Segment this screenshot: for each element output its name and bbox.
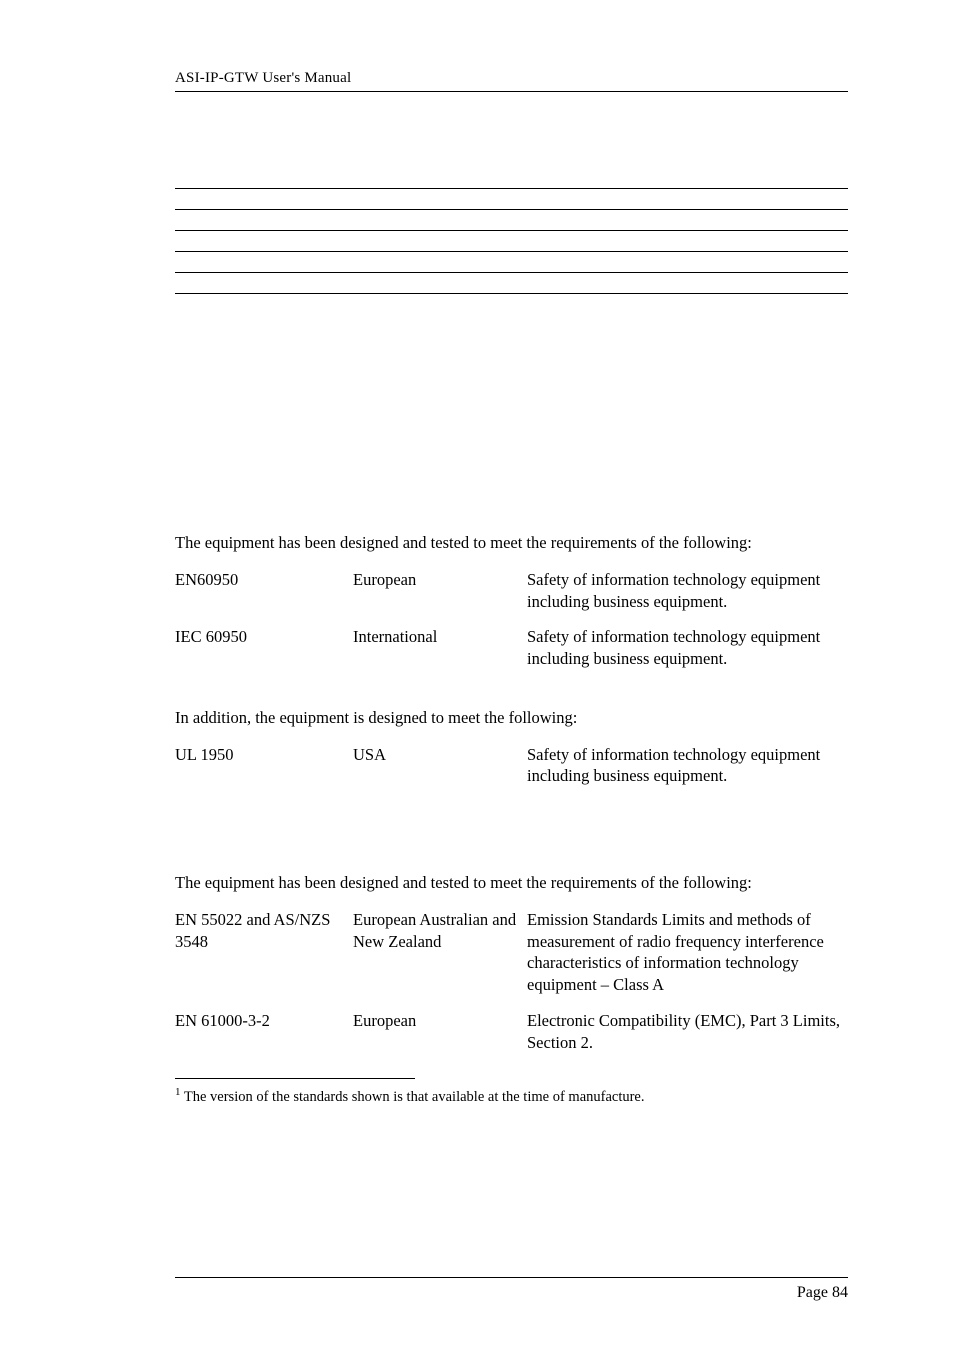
blank-rule: [175, 209, 848, 210]
blank-rule: [175, 188, 848, 189]
emc-intro: The equipment has been designed and test…: [175, 872, 848, 894]
standard-code: IEC 60950: [175, 619, 353, 677]
table-row: EN 61000-3-2 European Electronic Compati…: [175, 1003, 848, 1061]
standard-desc: Safety of information technology equipme…: [527, 562, 848, 620]
standard-region: International: [353, 619, 527, 677]
table-row: EN60950 European Safety of information t…: [175, 562, 848, 620]
safety-intro: The equipment has been designed and test…: [175, 532, 848, 554]
blank-rule: [175, 230, 848, 231]
table-row: IEC 60950 International Safety of inform…: [175, 619, 848, 677]
standard-region: European Australian and New Zealand: [353, 902, 527, 1003]
standard-code: EN60950: [175, 562, 353, 620]
blank-rule: [175, 293, 848, 294]
standard-code: EN 55022 and AS/NZS 3548: [175, 902, 353, 1003]
running-header: ASI-IP-GTW User's Manual: [175, 70, 848, 87]
page: ASI-IP-GTW User's Manual The equipment h…: [0, 0, 954, 1350]
header-rule: [175, 91, 848, 92]
table-row: EN 55022 and AS/NZS 3548 European Austra…: [175, 902, 848, 1003]
standard-code: UL 1950: [175, 737, 353, 795]
standard-region: European: [353, 1003, 527, 1061]
standard-region: USA: [353, 737, 527, 795]
footnote-text: The version of the standards shown is th…: [181, 1089, 645, 1105]
standard-desc: Safety of information technology equipme…: [527, 737, 848, 795]
standard-desc: Safety of information technology equipme…: [527, 619, 848, 677]
standard-desc: Emission Standards Limits and methods of…: [527, 902, 848, 1003]
footer-rule: [175, 1277, 848, 1278]
blank-rules-block: [175, 188, 848, 294]
table-row: UL 1950 USA Safety of information techno…: [175, 737, 848, 795]
safety-addition-table: UL 1950 USA Safety of information techno…: [175, 737, 848, 795]
blank-rule: [175, 272, 848, 273]
footnote-rule: [175, 1078, 415, 1079]
page-number: Page 84: [797, 1284, 848, 1302]
standard-desc: Electronic Compatibility (EMC), Part 3 L…: [527, 1003, 848, 1061]
standard-region: European: [353, 562, 527, 620]
safety-addition-intro: In addition, the equipment is designed t…: [175, 707, 848, 729]
blank-rule: [175, 251, 848, 252]
safety-standards-table: EN60950 European Safety of information t…: [175, 562, 848, 677]
standard-code: EN 61000-3-2: [175, 1003, 353, 1061]
emc-standards-table: EN 55022 and AS/NZS 3548 European Austra…: [175, 902, 848, 1061]
footnote: 1 The version of the standards shown is …: [175, 1085, 848, 1107]
